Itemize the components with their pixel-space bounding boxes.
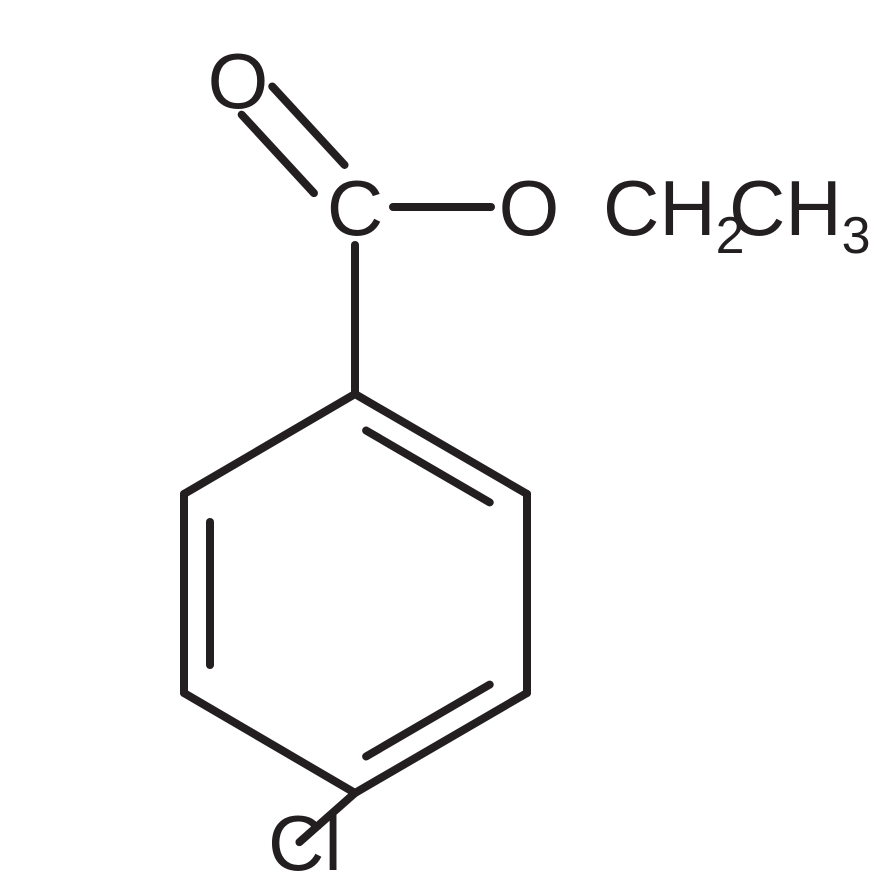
bond-line <box>184 394 355 494</box>
bond-line <box>272 86 344 164</box>
atom-label-O_dbl: O <box>208 37 269 125</box>
atom-label-O_sgl: O <box>499 164 560 252</box>
atom-label-CH2: CH2 <box>603 164 745 265</box>
bond-line <box>366 685 490 757</box>
bond-line <box>355 693 527 793</box>
bond-line <box>355 394 527 494</box>
atom-label-Cl: Cl <box>268 799 342 887</box>
atom-label-C_carb: C <box>327 164 383 252</box>
bond-line <box>242 115 314 193</box>
bond-line <box>366 431 490 503</box>
bond-line <box>184 693 355 793</box>
molecule-diagram: OCOCH2CH3Cl <box>0 0 890 890</box>
atom-label-CH3: CH3 <box>729 164 871 265</box>
